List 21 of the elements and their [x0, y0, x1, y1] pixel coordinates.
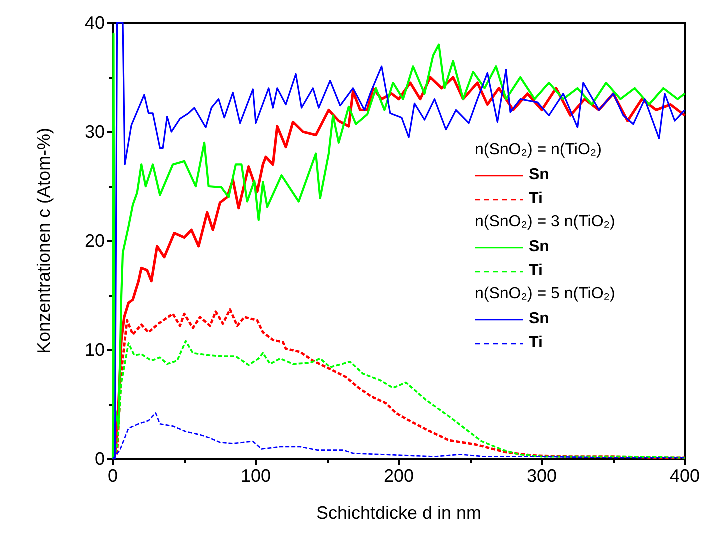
x-tick-label: 200	[384, 466, 414, 486]
x-tick-label: 400	[670, 466, 700, 486]
legend-label: Ti	[529, 190, 543, 208]
x-tick-label: 300	[526, 466, 558, 486]
y-axis-title: Konzentrationen c (Atom-%)	[34, 128, 54, 354]
legend-label: Sn	[529, 238, 550, 256]
x-tick-label: 100	[240, 466, 272, 486]
y-tick-label: 20	[84, 231, 105, 251]
y-tick-label: 10	[84, 340, 105, 360]
legend-label: Sn	[529, 310, 550, 328]
legend-label: Ti	[529, 262, 543, 280]
y-tick-label: 0	[94, 449, 105, 469]
annotation: n(SnO₂) = 3 n(TiO₂)	[475, 214, 616, 230]
legend-label: Sn	[529, 166, 550, 184]
x-axis-title: Schichtdicke d in nm	[316, 503, 482, 523]
annotation: n(SnO₂) = 5 n(TiO₂)	[475, 286, 616, 302]
y-tick-label: 30	[84, 122, 105, 142]
x-tick-label: 0	[108, 466, 118, 486]
legend-label: Ti	[529, 334, 543, 352]
annotation: n(SnO₂) = n(TiO₂)	[475, 142, 602, 158]
y-tick-label: 40	[84, 13, 105, 33]
